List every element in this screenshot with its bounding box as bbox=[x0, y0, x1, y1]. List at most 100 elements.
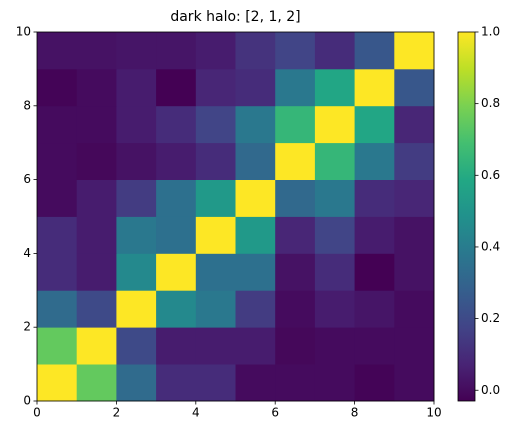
heatmap-cell bbox=[354, 142, 395, 180]
heatmap-cell bbox=[314, 216, 355, 254]
heatmap-cell bbox=[354, 68, 395, 107]
x-tick-label: 6 bbox=[271, 406, 279, 420]
heatmap-cell bbox=[156, 32, 197, 70]
heatmap-cell bbox=[275, 290, 316, 328]
heatmap-cell bbox=[275, 142, 316, 180]
heatmap-cell bbox=[116, 179, 157, 217]
heatmap-cell bbox=[156, 105, 197, 144]
heatmap-cell bbox=[394, 364, 435, 402]
heatmap-cell bbox=[76, 364, 117, 402]
heatmap-cell bbox=[156, 327, 197, 365]
heatmap-cell bbox=[195, 364, 236, 402]
colorbar-tick-label: 0.4 bbox=[481, 239, 500, 253]
heatmap-cell bbox=[195, 68, 236, 107]
x-tick-label: 8 bbox=[351, 406, 359, 420]
heatmap-cell bbox=[354, 364, 395, 402]
heatmap-cell bbox=[156, 216, 197, 254]
heatmap-cell bbox=[116, 142, 157, 180]
heatmap-cell bbox=[235, 105, 276, 144]
heatmap-cell bbox=[116, 105, 157, 144]
x-tick-label: 2 bbox=[113, 406, 121, 420]
heatmap-cell bbox=[156, 364, 197, 402]
heatmap-cell bbox=[195, 179, 236, 217]
heatmap-cell bbox=[275, 364, 316, 402]
heatmap-cell bbox=[76, 179, 117, 217]
heatmap-cell bbox=[235, 32, 276, 70]
x-tick-label: 0 bbox=[33, 406, 41, 420]
heatmap-cell bbox=[116, 32, 157, 70]
heatmap-cell bbox=[394, 68, 435, 107]
heatmap-cell bbox=[156, 68, 197, 107]
heatmap-cell bbox=[195, 253, 236, 291]
y-tick-label: 6 bbox=[23, 172, 31, 186]
plot-frame bbox=[36, 31, 435, 402]
heatmap-cell bbox=[195, 327, 236, 365]
y-tick-label: 0 bbox=[23, 394, 31, 408]
heatmap-cell bbox=[116, 327, 157, 365]
heatmap-cell bbox=[235, 253, 276, 291]
heatmap-cell bbox=[314, 290, 355, 328]
x-tick-label: 4 bbox=[192, 406, 200, 420]
heatmap-cell bbox=[195, 290, 236, 328]
heatmap-cell bbox=[37, 68, 78, 107]
y-tick-label: 2 bbox=[23, 320, 31, 334]
heatmap-cell bbox=[314, 32, 355, 70]
heatmap-cell bbox=[314, 253, 355, 291]
heatmap-cell bbox=[354, 290, 395, 328]
heatmap-cell bbox=[275, 68, 316, 107]
heatmap-cell bbox=[314, 68, 355, 107]
y-tick-label: 4 bbox=[23, 246, 31, 260]
heatmap-cell bbox=[235, 142, 276, 180]
heatmap-cell bbox=[235, 68, 276, 107]
heatmap-cell bbox=[116, 253, 157, 291]
heatmap-cell bbox=[37, 364, 78, 402]
heatmap-cell bbox=[116, 68, 157, 107]
heatmap-cell bbox=[235, 216, 276, 254]
heatmap-cell bbox=[354, 105, 395, 144]
heatmap-cell bbox=[275, 105, 316, 144]
heatmap-cell bbox=[275, 216, 316, 254]
heatmap-cell bbox=[394, 216, 435, 254]
heatmap-cell bbox=[37, 32, 78, 70]
heatmap-cell bbox=[116, 290, 157, 328]
heatmap-cell bbox=[76, 290, 117, 328]
heatmap-cell bbox=[76, 327, 117, 365]
heatmap-cell bbox=[37, 327, 78, 365]
heatmap-cell bbox=[195, 105, 236, 144]
heatmap-cell bbox=[354, 32, 395, 70]
heatmap-cell bbox=[195, 32, 236, 70]
heatmap-cell bbox=[116, 216, 157, 254]
heatmap-cell bbox=[37, 179, 78, 217]
heatmap-cell bbox=[314, 105, 355, 144]
chart-title: dark halo: [2, 1, 2] bbox=[170, 9, 300, 25]
heatmap-cell bbox=[76, 142, 117, 180]
colorbar-tick-label: 1.0 bbox=[481, 25, 500, 39]
heatmap-cell bbox=[394, 290, 435, 328]
heatmap-cell bbox=[195, 216, 236, 254]
colorbar-tick-label: 0.8 bbox=[481, 96, 500, 110]
heatmap-cell bbox=[116, 364, 157, 402]
heatmap-cell bbox=[394, 179, 435, 217]
heatmap-cell bbox=[37, 142, 78, 180]
heatmap-cell bbox=[354, 179, 395, 217]
heatmap-cell bbox=[314, 179, 355, 217]
y-tick-label: 8 bbox=[23, 98, 31, 112]
heatmap-cell bbox=[76, 105, 117, 144]
heatmap-cell bbox=[235, 364, 276, 402]
colorbar bbox=[457, 31, 476, 402]
heatmap-cell bbox=[156, 253, 197, 291]
heatmap-cell bbox=[314, 327, 355, 365]
heatmap-cell bbox=[354, 216, 395, 254]
heatmap-cell bbox=[235, 327, 276, 365]
heatmap-cell bbox=[37, 216, 78, 254]
heatmap-cell bbox=[314, 142, 355, 180]
heatmap-cell bbox=[76, 253, 117, 291]
heatmap-cell bbox=[156, 179, 197, 217]
colorbar-tick-label: 0.6 bbox=[481, 168, 500, 182]
heatmap-cell bbox=[394, 142, 435, 180]
heatmap-cell bbox=[37, 105, 78, 144]
heatmap-cell bbox=[156, 142, 197, 180]
heatmap-cell bbox=[76, 32, 117, 70]
x-tick-label: 10 bbox=[426, 406, 441, 420]
